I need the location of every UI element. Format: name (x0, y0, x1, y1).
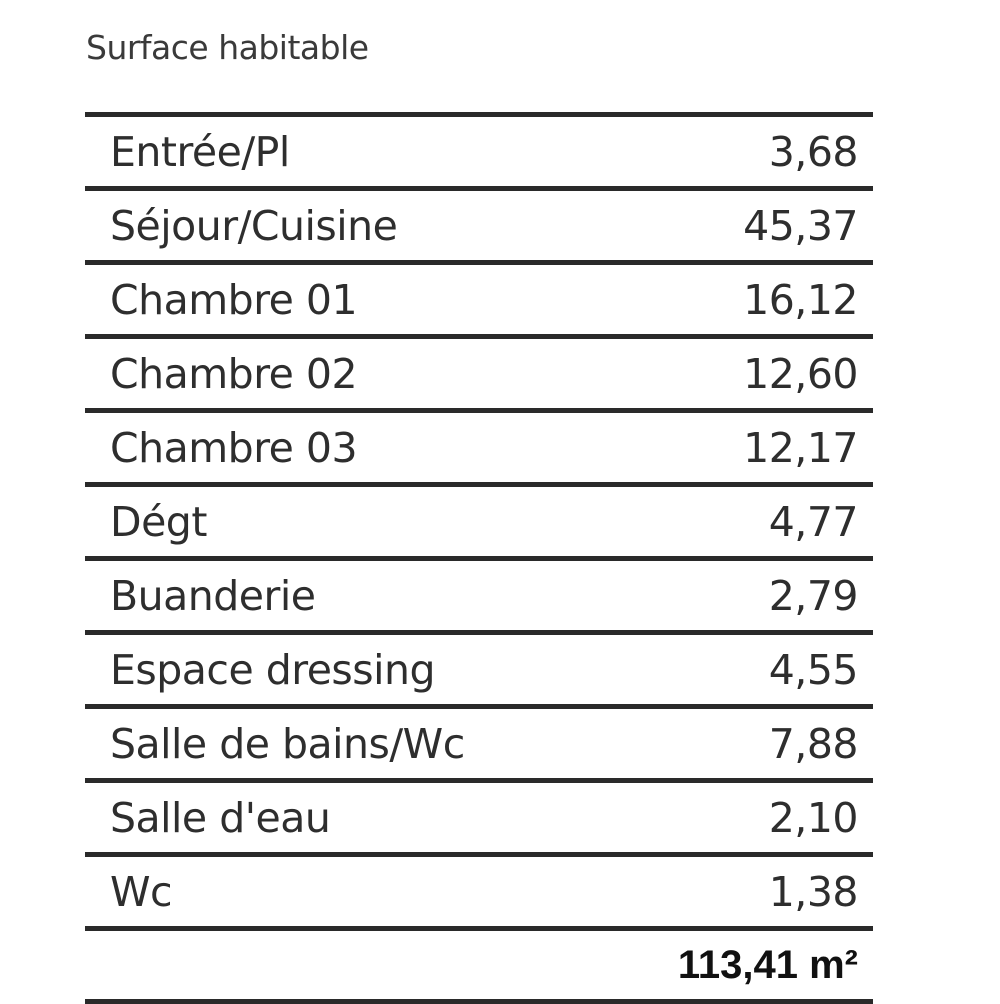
surface-table: Entrée/Pl 3,68 Séjour/Cuisine 45,37 Chambre … (85, 112, 873, 1004)
table-row: Chambre 03 12,17 (85, 413, 873, 487)
room-label: Salle d'eau (110, 793, 331, 842)
room-label: Buanderie (110, 571, 316, 620)
room-area: 1,38 (768, 867, 859, 916)
room-area: 4,77 (768, 497, 859, 546)
room-area: 4,55 (768, 645, 859, 694)
total-area: 113,41 m² (677, 942, 858, 987)
room-area: 3,68 (768, 127, 859, 176)
room-label: Espace dressing (110, 645, 436, 694)
total-row: 113,41 m² (85, 931, 873, 1004)
room-label: Dégt (110, 497, 207, 546)
table-row: Salle de bains/Wc 7,88 (85, 709, 873, 783)
room-label: Salle de bains/Wc (110, 719, 465, 768)
table-row: Salle d'eau 2,10 (85, 783, 873, 857)
room-label: Wc (110, 867, 173, 916)
room-label: Chambre 03 (110, 423, 358, 472)
room-area: 7,88 (768, 719, 859, 768)
table-row: Entrée/Pl 3,68 (85, 117, 873, 191)
table-row: Wc 1,38 (85, 857, 873, 931)
room-area: 2,10 (768, 793, 859, 842)
room-area: 45,37 (743, 201, 858, 250)
table-row: Chambre 01 16,12 (85, 265, 873, 339)
table-row: Séjour/Cuisine 45,37 (85, 191, 873, 265)
room-label: Chambre 01 (110, 275, 358, 324)
room-area: 12,17 (743, 423, 858, 472)
table-row: Buanderie 2,79 (85, 561, 873, 635)
room-label: Entrée/Pl (110, 127, 290, 176)
room-area: 2,79 (768, 571, 859, 620)
room-label: Séjour/Cuisine (110, 201, 398, 250)
room-area: 16,12 (743, 275, 858, 324)
room-label: Chambre 02 (110, 349, 358, 398)
table-row: Dégt 4,77 (85, 487, 873, 561)
table-row: Chambre 02 12,60 (85, 339, 873, 413)
table-row: Espace dressing 4,55 (85, 635, 873, 709)
section-title: Surface habitable (86, 28, 369, 67)
room-area: 12,60 (743, 349, 858, 398)
